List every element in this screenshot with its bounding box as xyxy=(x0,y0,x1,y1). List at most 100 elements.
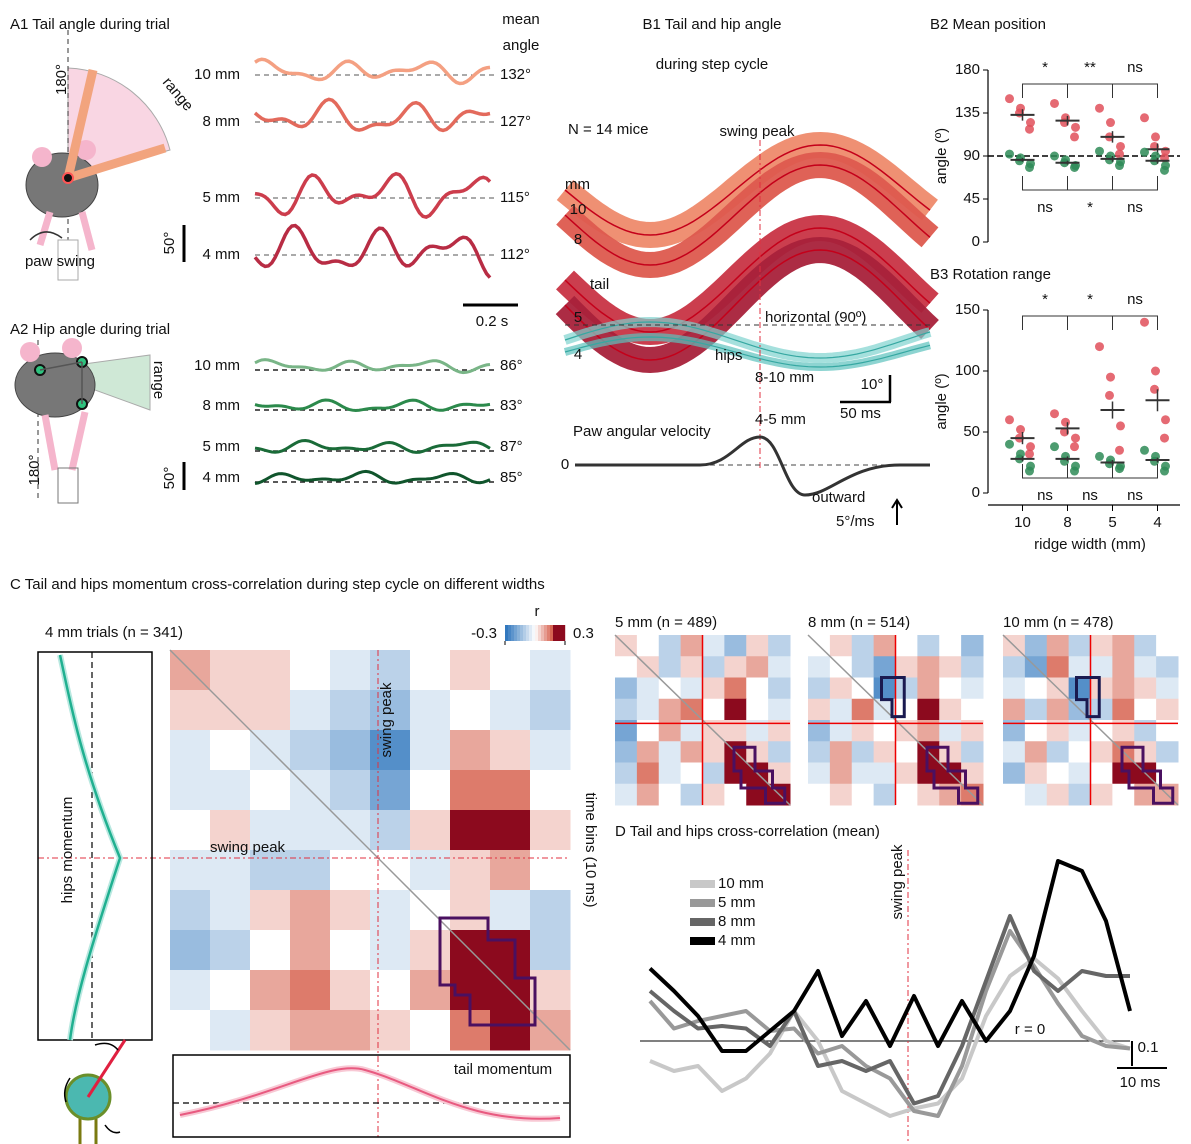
heatmap-cell xyxy=(615,699,637,721)
heatmap-cell xyxy=(939,678,961,700)
heatmap-cell xyxy=(681,678,703,700)
ridge xyxy=(58,468,78,503)
colorbar xyxy=(520,625,523,641)
mouse-ear xyxy=(62,338,82,358)
heatmap-cell xyxy=(1069,635,1091,657)
data-point xyxy=(1140,113,1149,122)
significance: * xyxy=(1042,291,1048,308)
heatmap-cell xyxy=(370,1010,411,1051)
data-point xyxy=(1070,442,1079,451)
heatmap-cell xyxy=(170,930,211,971)
label: 112° xyxy=(500,246,530,263)
heatmap-cell xyxy=(874,656,896,678)
shape xyxy=(1113,316,1158,330)
colorbar xyxy=(541,625,544,641)
heatmap-cell xyxy=(637,635,659,657)
heatmap-cell xyxy=(768,699,790,721)
heatmap-cell xyxy=(450,770,491,811)
heatmap-cell xyxy=(1112,699,1134,721)
shape xyxy=(1023,316,1068,330)
heatmap-cell xyxy=(410,970,451,1011)
label: 50° xyxy=(161,232,178,255)
heatmap-cell xyxy=(746,678,768,700)
data-point xyxy=(1005,440,1014,449)
heatmap-cell xyxy=(210,890,251,931)
heatmap-cell xyxy=(852,763,874,785)
label: hips xyxy=(715,347,743,364)
heatmap-cell xyxy=(1156,656,1178,678)
heatmap-cell xyxy=(1091,635,1113,657)
heatmap-cell xyxy=(370,770,411,811)
label: N = 14 mice xyxy=(568,121,648,138)
heatmap-cell xyxy=(450,850,491,891)
heatmap-cell xyxy=(490,930,531,971)
heatmap-cell xyxy=(659,656,681,678)
x-tick-label: 10 xyxy=(1014,514,1031,531)
heatmap-cell xyxy=(637,699,659,721)
colorbar xyxy=(553,625,556,641)
heatmap-cell xyxy=(852,635,874,657)
heatmap-cell xyxy=(615,763,637,785)
heatmap-cell xyxy=(1047,635,1069,657)
heatmap-cell xyxy=(830,635,852,657)
y-axis-label: angle (º) xyxy=(933,128,950,184)
heatmap-cell xyxy=(490,1010,531,1051)
panel-title: B2 Mean position xyxy=(930,16,1046,33)
heatmap-cell xyxy=(250,690,291,731)
heatmap-cell xyxy=(768,678,790,700)
label: 5°/ms xyxy=(836,513,875,530)
label: horizontal (90º) xyxy=(765,309,866,326)
data-point xyxy=(1095,452,1104,461)
data-point xyxy=(1115,161,1124,170)
heatmap-cell xyxy=(1069,678,1091,700)
label: 5 mm xyxy=(203,189,241,206)
shape xyxy=(255,174,490,217)
data-point xyxy=(1116,142,1125,151)
data-point xyxy=(1025,163,1034,172)
heatmap-cell xyxy=(330,650,371,691)
colorbar xyxy=(523,625,526,641)
heatmap-cell xyxy=(1025,678,1047,700)
heatmap-cell xyxy=(530,650,571,691)
heatmap-cell xyxy=(724,678,746,700)
heatmap-cell xyxy=(939,699,961,721)
heatmap-cell xyxy=(830,784,852,806)
heatmap-cell xyxy=(724,656,746,678)
heatmap-cell xyxy=(1003,699,1025,721)
label: tail xyxy=(590,276,609,293)
line-series xyxy=(650,959,1130,1117)
heatmap-cell xyxy=(896,678,918,700)
heatmap-cell xyxy=(724,763,746,785)
heatmap-cell xyxy=(830,678,852,700)
significance: ns xyxy=(1037,487,1053,504)
data-point xyxy=(1095,147,1104,156)
data-point xyxy=(1140,446,1149,455)
data-point xyxy=(1070,132,1079,141)
heatmap-cell xyxy=(170,730,211,771)
heatmap-cell xyxy=(917,763,939,785)
data-point xyxy=(1160,467,1169,476)
heatmap-cell xyxy=(250,970,291,1011)
x-tick-label: 5 xyxy=(1108,514,1116,531)
heatmap-cell xyxy=(170,1010,211,1051)
heatmap-cell xyxy=(290,850,331,891)
heatmap-cell xyxy=(330,1010,371,1051)
label: swing peak xyxy=(378,682,395,758)
y-tick-label: 90 xyxy=(963,147,980,164)
heatmap-cell xyxy=(961,656,983,678)
heatmap-cell xyxy=(370,890,411,931)
colorbar xyxy=(508,625,511,641)
heatmap-cell xyxy=(874,678,896,700)
label: 83° xyxy=(500,397,523,414)
heatmap-cell xyxy=(874,784,896,806)
heatmap-cell xyxy=(330,690,371,731)
data-point xyxy=(1151,132,1160,141)
label: 5 mm xyxy=(203,438,241,455)
shape xyxy=(255,59,490,83)
heatmap-cell xyxy=(210,930,251,971)
label: 0.1 xyxy=(1138,1039,1159,1056)
heatmap-cell xyxy=(250,930,291,971)
data-point xyxy=(1005,415,1014,424)
significance: * xyxy=(1087,291,1093,308)
significance: ns xyxy=(1082,487,1098,504)
